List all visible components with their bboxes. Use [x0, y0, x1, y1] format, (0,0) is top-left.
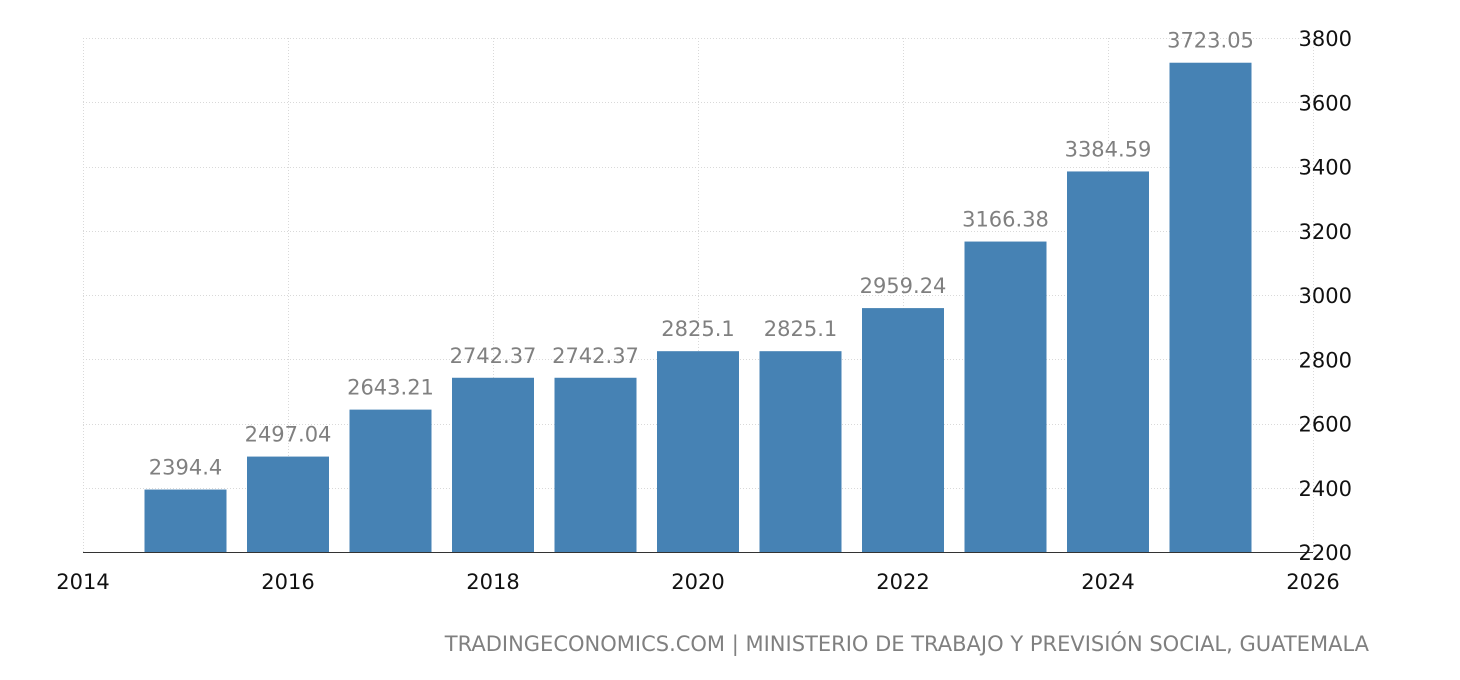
bar-2016: [247, 456, 329, 552]
data-label-2022: 2959.24: [860, 274, 947, 298]
bar-2025: [1169, 62, 1252, 553]
y-axis-ticks: 2200 2400 2600 2800 3000 3200 3400 3600 3800: [1299, 27, 1352, 565]
data-label-2020: 2825.1: [661, 317, 734, 341]
y-tick-label: 3000: [1299, 284, 1352, 308]
y-tick-label: 3400: [1299, 156, 1352, 180]
data-label-2021: 2825.1: [764, 317, 837, 341]
x-tick-label: 2018: [466, 570, 519, 594]
data-label-2017: 2643.21: [347, 376, 434, 400]
y-tick-label: 3600: [1299, 91, 1352, 115]
source-credit: TRADINGECONOMICS.COM | MINISTERIO DE TRA…: [444, 631, 1370, 657]
x-tick-label: 2024: [1081, 570, 1134, 594]
x-tick-label: 2020: [671, 570, 724, 594]
x-tick-label: 2026: [1286, 570, 1339, 594]
data-labels: 2394.4 2497.04 2643.21 2742.37 2742.37 2825.1…: [149, 29, 1254, 480]
y-tick-label: 3800: [1299, 27, 1352, 51]
bar-2022: [862, 308, 944, 552]
data-label-2015: 2394.4: [149, 456, 222, 480]
y-tick-label: 2600: [1299, 413, 1352, 437]
bar-2020: [657, 351, 739, 552]
data-label-2023: 3166.38: [962, 208, 1049, 232]
x-axis-ticks: 2014 2016 2018 2020 2022 2024 2026: [56, 570, 1339, 594]
bar-2018: [452, 377, 534, 552]
data-label-2019: 2742.37: [552, 344, 639, 368]
bar-2021: [759, 351, 842, 552]
data-label-2024: 3384.59: [1065, 137, 1152, 161]
data-label-2016: 2497.04: [245, 423, 332, 447]
bar-2019: [554, 377, 637, 552]
x-tick-label: 2014: [56, 570, 109, 594]
data-label-2025: 3723.05: [1167, 29, 1254, 53]
bars: [144, 62, 1252, 553]
bar-2023: [964, 241, 1047, 553]
y-tick-label: 3200: [1299, 220, 1352, 244]
bar-2015: [144, 489, 227, 552]
y-tick-label: 2800: [1299, 348, 1352, 372]
x-tick-label: 2016: [261, 570, 314, 594]
x-tick-label: 2022: [876, 570, 929, 594]
bar-2024: [1067, 171, 1149, 552]
y-tick-label: 2200: [1299, 541, 1352, 565]
y-tick-label: 2400: [1299, 477, 1352, 501]
data-label-2018: 2742.37: [450, 344, 537, 368]
bar-2017: [349, 409, 432, 552]
